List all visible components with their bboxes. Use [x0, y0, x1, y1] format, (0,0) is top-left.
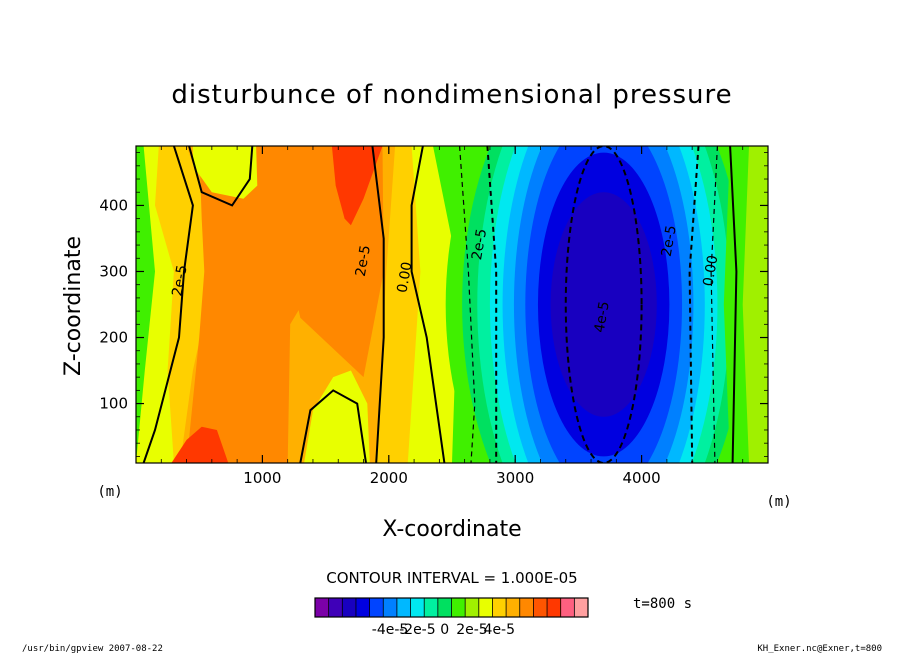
colorbar-swatch-8 [424, 598, 439, 617]
contour-neg-r2 [710, 146, 718, 463]
colorbar-swatch-4 [369, 598, 384, 617]
contour-label-4: 4e-5 [592, 300, 613, 334]
colorbar-swatch-2 [342, 598, 357, 617]
colorbar-swatch-5 [383, 598, 398, 617]
colorbar-swatch-0 [315, 598, 329, 617]
colorbar-swatch-6 [396, 598, 411, 617]
time-label: t=800 s [633, 596, 692, 612]
plot-frame [135, 145, 769, 464]
colorbar-tick-label-4: 4e-5 [484, 622, 515, 638]
footer-right: KH_Exner.nc@Exner,t=800 [757, 644, 882, 654]
red-bottom [171, 426, 229, 463]
contour-pos-top-left [188, 146, 254, 207]
contour-pos-left [142, 146, 194, 463]
contour-label-6: 0.00 [700, 254, 721, 287]
y-unit-right: (m) [766, 494, 791, 510]
contour-neg-r1 [688, 146, 700, 463]
contour-label-1: 2e-5 [353, 244, 374, 278]
colorbar-swatch-14 [506, 598, 521, 617]
colorbar-swatch-9 [437, 598, 452, 617]
colorbar-tick-label-2: 0 [440, 622, 449, 638]
colorbar-swatch-12 [478, 598, 493, 617]
contour-labels: 2e-5 2e-5 0.00 2e-5 4e-5 2e-5 0.00 [169, 224, 721, 334]
field-layers [136, 146, 768, 463]
contour-pos-bottom [299, 389, 367, 463]
colorbar-swatch-16 [533, 598, 548, 617]
x-tick-label-4000: 4000 [623, 469, 661, 487]
x-tick-label-1000: 1000 [243, 469, 281, 487]
x-ticks: 1000 2000 3000 4000 [160, 146, 744, 487]
contour-label-5: 2e-5 [659, 224, 680, 258]
left-green [136, 146, 155, 463]
contour-zero-1 [410, 146, 446, 463]
colorbar-tick-label-0: -4e-5 [372, 622, 409, 638]
colorbar-frame [314, 597, 589, 618]
chart-title: disturbunce of nondimensional pressure [171, 80, 732, 110]
contour-zero-r [729, 146, 738, 463]
colorbar-swatch-1 [328, 598, 343, 617]
x-tick-label-2000: 2000 [370, 469, 408, 487]
contour-label-3: 2e-5 [469, 227, 490, 261]
plot-area: 2e-5 2e-5 0.00 2e-5 4e-5 2e-5 0.00 [136, 146, 768, 463]
colorbar [314, 597, 589, 618]
x-unit-left: (m) [97, 484, 122, 500]
x-tick-label-3000: 3000 [496, 469, 534, 487]
y-ticks: 100 200 300 400 [99, 152, 768, 457]
contour-pos-mid [371, 146, 385, 463]
x-axis-label: X-coordinate [382, 517, 521, 542]
neg-9 [550, 192, 657, 417]
contour-interval-text: CONTOUR INTERVAL = 1.000E-05 [326, 569, 577, 587]
yellow-top-left [192, 146, 258, 199]
colorbar-swatch-19 [574, 598, 589, 617]
contour-label-0: 2e-5 [169, 264, 190, 298]
contour-min [564, 146, 643, 463]
y-axis-label: Z-coordinate [61, 236, 86, 376]
y-tick-label-100: 100 [99, 395, 128, 413]
contour-neg-2 [486, 146, 498, 463]
footer-left: /usr/bin/gpview 2007-08-22 [22, 644, 163, 654]
colorbar-swatch-17 [547, 598, 561, 617]
contour-label-2: 0.00 [394, 261, 415, 294]
right-yellowgreen [742, 146, 768, 463]
colorbar-swatch-11 [465, 598, 480, 617]
colorbar-swatch-10 [451, 598, 466, 617]
red-top [331, 146, 383, 226]
y-tick-label-400: 400 [99, 196, 128, 214]
yellow-bottom [304, 370, 370, 463]
y-tick-label-300: 300 [99, 262, 128, 280]
colorbar-swatch-13 [492, 598, 507, 617]
colorbar-swatch-18 [560, 598, 575, 617]
y-tick-label-200: 200 [99, 329, 128, 347]
colorbar-tick-label-1: -2e-5 [399, 622, 436, 638]
colorbar-swatch-15 [519, 598, 534, 617]
contour-lines [142, 146, 738, 463]
colorbar-swatch-7 [410, 598, 425, 617]
colorbar-ticks: -4e-5-2e-5 0 2e-54e-5 [372, 622, 515, 638]
colorbar-swatch-3 [355, 598, 370, 617]
contour-neg-1 [459, 146, 476, 463]
colorbar-tick-label-3: 2e-5 [456, 622, 487, 638]
